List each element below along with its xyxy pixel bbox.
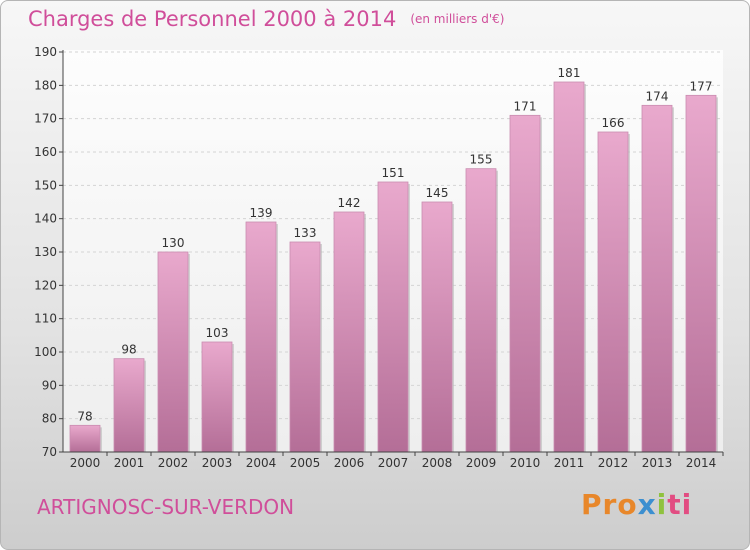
x-tick-label: 2014	[686, 456, 717, 470]
x-tick-label: 2001	[114, 456, 145, 470]
bar-2006	[333, 211, 365, 453]
bar-value-label: 142	[338, 196, 361, 210]
bar-value-label: 139	[250, 206, 273, 220]
bar-value-label: 103	[206, 326, 229, 340]
y-tick-label: 90	[42, 378, 57, 392]
bar-2008	[421, 201, 453, 453]
bars	[69, 81, 718, 453]
chart-title: Charges de Personnel 2000 à 2014 (en mill…	[28, 7, 504, 31]
x-tick-label: 2013	[642, 456, 673, 470]
bar-value-label: 98	[121, 343, 136, 357]
labels: 70 80 90 100 110 120 130 140 150 160 170 180 190 78 20…	[34, 45, 716, 470]
logo-part-3: i	[656, 488, 668, 521]
bar-2013	[641, 104, 673, 453]
logo-part-2: x	[637, 488, 657, 521]
y-tick-label: 170	[34, 112, 57, 126]
chart-title-text: Charges de Personnel 2000 à 2014	[28, 7, 397, 31]
y-tick-label: 80	[42, 412, 57, 426]
x-tick-label: 2012	[598, 456, 629, 470]
x-tick-label: 2009	[466, 456, 497, 470]
y-tick-label: 160	[34, 145, 57, 159]
y-tick-label: 190	[34, 45, 57, 59]
x-tick-label: 2011	[554, 456, 585, 470]
x-tick-label: 2005	[290, 456, 321, 470]
bar-value-label: 133	[294, 226, 317, 240]
axes	[59, 50, 724, 456]
bar-2002	[157, 251, 189, 453]
bar-value-label: 151	[382, 166, 405, 180]
y-tick-label: 130	[34, 245, 57, 259]
y-tick-label: 150	[34, 178, 57, 192]
bar-2011	[553, 81, 585, 453]
x-tick-label: 2008	[422, 456, 453, 470]
logo-part-1: Pro	[581, 488, 638, 521]
bar-value-label: 130	[162, 236, 185, 250]
bar-value-label: 181	[558, 66, 581, 80]
y-tick-label: 100	[34, 345, 57, 359]
bar-2012	[597, 131, 629, 453]
city-name: ARTIGNOSC-SUR-VERDON	[37, 495, 295, 519]
bar-value-label: 174	[646, 89, 669, 103]
x-tick-label: 2010	[510, 456, 541, 470]
x-tick-label: 2004	[246, 456, 277, 470]
bar-value-label: 171	[514, 99, 537, 113]
bar-2005	[289, 241, 321, 453]
bar-2010	[509, 114, 541, 453]
bar-value-label: 145	[426, 186, 449, 200]
chart-unit: (en milliers d'€)	[410, 12, 505, 26]
y-tick-label: 180	[34, 78, 57, 92]
bar-value-label: 78	[77, 409, 92, 423]
y-tick-label: 110	[34, 312, 57, 326]
y-tick-label: 120	[34, 278, 57, 292]
bar-value-label: 155	[470, 153, 493, 167]
x-tick-label: 2000	[70, 456, 101, 470]
bar-value-label: 177	[690, 79, 713, 93]
bar-2007	[377, 181, 409, 453]
bar-2004	[245, 221, 277, 453]
bar-2001	[113, 358, 145, 453]
bar-value-label: 166	[602, 116, 625, 130]
bar-2009	[465, 168, 497, 453]
proxiti-logo: Proxiti	[581, 488, 692, 521]
x-tick-label: 2007	[378, 456, 409, 470]
x-tick-label: 2006	[334, 456, 365, 470]
x-tick-label: 2003	[202, 456, 233, 470]
bar-2003	[201, 341, 233, 453]
x-tick-label: 2002	[158, 456, 189, 470]
bar-2000	[69, 424, 101, 453]
logo-part-4: ti	[667, 488, 693, 521]
y-tick-label: 70	[42, 445, 57, 459]
y-tick-label: 140	[34, 212, 57, 226]
bar-2014	[685, 94, 717, 453]
